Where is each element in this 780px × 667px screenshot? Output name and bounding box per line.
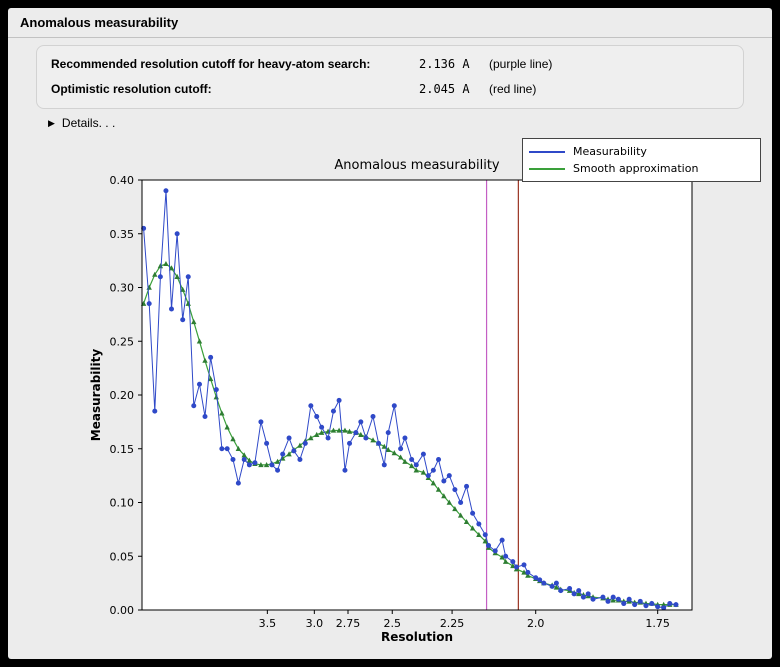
resolution-cutoff-panel: Recommended resolution cutoff for heavy-…	[36, 45, 744, 109]
optimistic-cutoff-label: Optimistic resolution cutoff:	[51, 82, 212, 96]
legend-label-measurability: Measurability	[573, 145, 647, 158]
chart-canvas: 3.5 3.0 2.75 2.5 2.25 2.0 1.75 0.00 0.05 0.10 0.15…	[89, 158, 693, 644]
recommended-cutoff-value: 2.136 A	[419, 57, 470, 71]
svg-text:Anomalous measurability: Anomalous measurability	[334, 158, 500, 173]
legend-label-smooth: Smooth approximation	[573, 162, 699, 175]
window: Anomalous measurability Recommended reso…	[8, 8, 772, 659]
svg-text:3.0: 3.0	[306, 617, 324, 630]
svg-text:0.00: 0.00	[110, 604, 135, 617]
disclosure-triangle-icon: ▶	[48, 118, 55, 128]
legend-line-smooth-icon	[529, 167, 565, 170]
svg-text:1.75: 1.75	[645, 617, 670, 630]
optimistic-cutoff-row: Optimistic resolution cutoff: 2.045 A (r…	[51, 77, 729, 102]
recommended-cutoff-note: (purple line)	[489, 57, 553, 71]
svg-text:Measurability: Measurability	[89, 349, 103, 442]
svg-text:3.5: 3.5	[259, 617, 277, 630]
svg-text:0.35: 0.35	[110, 228, 135, 241]
recommended-cutoff-row: Recommended resolution cutoff for heavy-…	[51, 52, 729, 77]
legend-line-measurability-icon	[529, 150, 565, 153]
optimistic-cutoff-note: (red line)	[489, 82, 537, 96]
svg-text:Resolution: Resolution	[381, 630, 453, 644]
details-disclosure[interactable]: ▶ Details. . .	[48, 114, 115, 132]
legend-entry-smooth: Smooth approximation	[529, 160, 754, 177]
svg-text:2.25: 2.25	[440, 617, 465, 630]
svg-text:0.40: 0.40	[110, 174, 135, 187]
page-title: Anomalous measurability	[8, 8, 772, 38]
svg-text:2.5: 2.5	[384, 617, 402, 630]
svg-text:2.0: 2.0	[527, 617, 545, 630]
svg-text:0.15: 0.15	[110, 443, 135, 456]
optimistic-cutoff-value: 2.045 A	[419, 82, 470, 96]
chart-legend: Measurability Smooth approximation	[522, 138, 761, 182]
svg-text:0.30: 0.30	[110, 282, 135, 295]
legend-entry-measurability: Measurability	[529, 143, 754, 160]
svg-text:0.10: 0.10	[110, 497, 135, 510]
svg-text:0.25: 0.25	[110, 335, 135, 348]
svg-text:0.05: 0.05	[110, 550, 135, 563]
chart-figure: 3.5 3.0 2.75 2.5 2.25 2.0 1.75 0.00 0.05 0.10 0.15…	[10, 136, 770, 653]
details-label: Details. . .	[61, 116, 116, 130]
svg-text:0.20: 0.20	[110, 389, 135, 402]
recommended-cutoff-label: Recommended resolution cutoff for heavy-…	[51, 57, 371, 71]
svg-text:2.75: 2.75	[336, 617, 361, 630]
